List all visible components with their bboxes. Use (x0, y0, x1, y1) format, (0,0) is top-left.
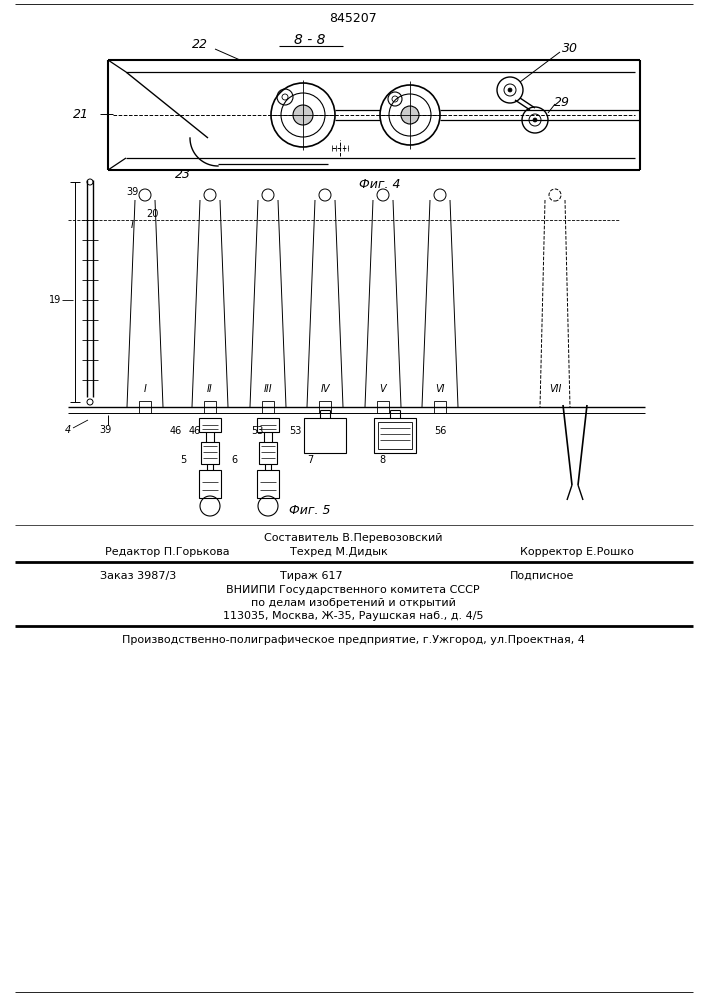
Text: 8: 8 (379, 455, 385, 465)
Circle shape (401, 106, 419, 124)
Text: 39: 39 (126, 187, 138, 197)
Bar (201, 442, 219, 464)
Text: 4: 4 (65, 425, 71, 435)
Bar (257, 418, 279, 432)
Text: 46: 46 (170, 426, 182, 436)
Text: 7: 7 (307, 455, 313, 465)
Text: 56: 56 (434, 426, 446, 436)
Text: 22: 22 (192, 38, 208, 51)
Text: 20: 20 (146, 209, 158, 219)
Text: по делам изобретений и открытий: по делам изобретений и открытий (250, 598, 455, 608)
Bar (319, 401, 331, 413)
Text: 21: 21 (73, 107, 89, 120)
Circle shape (293, 105, 313, 125)
Bar (139, 401, 151, 413)
Text: I: I (144, 384, 146, 394)
Bar (374, 418, 416, 453)
Text: 845207: 845207 (329, 11, 377, 24)
Bar (378, 422, 412, 449)
Text: Подписное: Подписное (510, 571, 574, 581)
Text: 19: 19 (49, 295, 61, 305)
Text: V: V (380, 384, 386, 394)
Bar (204, 401, 216, 413)
Text: 29: 29 (554, 96, 570, 108)
Text: Техред М.Дидык: Техред М.Дидык (290, 547, 387, 557)
Bar (434, 401, 446, 413)
Text: I: I (131, 220, 134, 230)
Bar (199, 470, 221, 498)
Circle shape (508, 88, 512, 92)
Text: II: II (207, 384, 213, 394)
Text: Составитель В.Перевозовский: Составитель В.Перевозовский (264, 533, 443, 543)
Circle shape (533, 118, 537, 122)
Text: 53: 53 (289, 426, 301, 436)
Text: Редактор П.Горькова: Редактор П.Горькова (105, 547, 230, 557)
Text: VI: VI (436, 384, 445, 394)
Text: VII: VII (549, 384, 561, 394)
Bar (199, 418, 221, 432)
Text: 46: 46 (189, 426, 201, 436)
Text: Корректор Е.Рошко: Корректор Е.Рошко (520, 547, 634, 557)
Text: 30: 30 (562, 41, 578, 54)
Text: Заказ 3987/3: Заказ 3987/3 (100, 571, 176, 581)
Text: 5: 5 (180, 455, 186, 465)
Text: IV: IV (320, 384, 329, 394)
Text: III: III (264, 384, 272, 394)
Bar (377, 401, 389, 413)
Text: ВНИИПИ Государственного комитета СССР: ВНИИПИ Государственного комитета СССР (226, 585, 480, 595)
Text: Фиг. 5: Фиг. 5 (289, 504, 331, 516)
Text: 53: 53 (251, 426, 263, 436)
Text: Производственно-полиграфическое предприятие, г.Ужгород, ул.Проектная, 4: Производственно-полиграфическое предприя… (122, 635, 585, 645)
Text: Фиг. 4: Фиг. 4 (359, 178, 401, 192)
Text: Тираж 617: Тираж 617 (280, 571, 343, 581)
Text: 39: 39 (99, 425, 111, 435)
Text: 113035, Москва, Ж-35, Раушская наб., д. 4/5: 113035, Москва, Ж-35, Раушская наб., д. … (223, 611, 484, 621)
Bar (304, 418, 346, 453)
Bar (262, 401, 274, 413)
Text: 8 - 8: 8 - 8 (294, 33, 326, 47)
Bar (259, 442, 277, 464)
Text: 23: 23 (175, 168, 191, 182)
Text: 6: 6 (231, 455, 237, 465)
Bar (257, 470, 279, 498)
